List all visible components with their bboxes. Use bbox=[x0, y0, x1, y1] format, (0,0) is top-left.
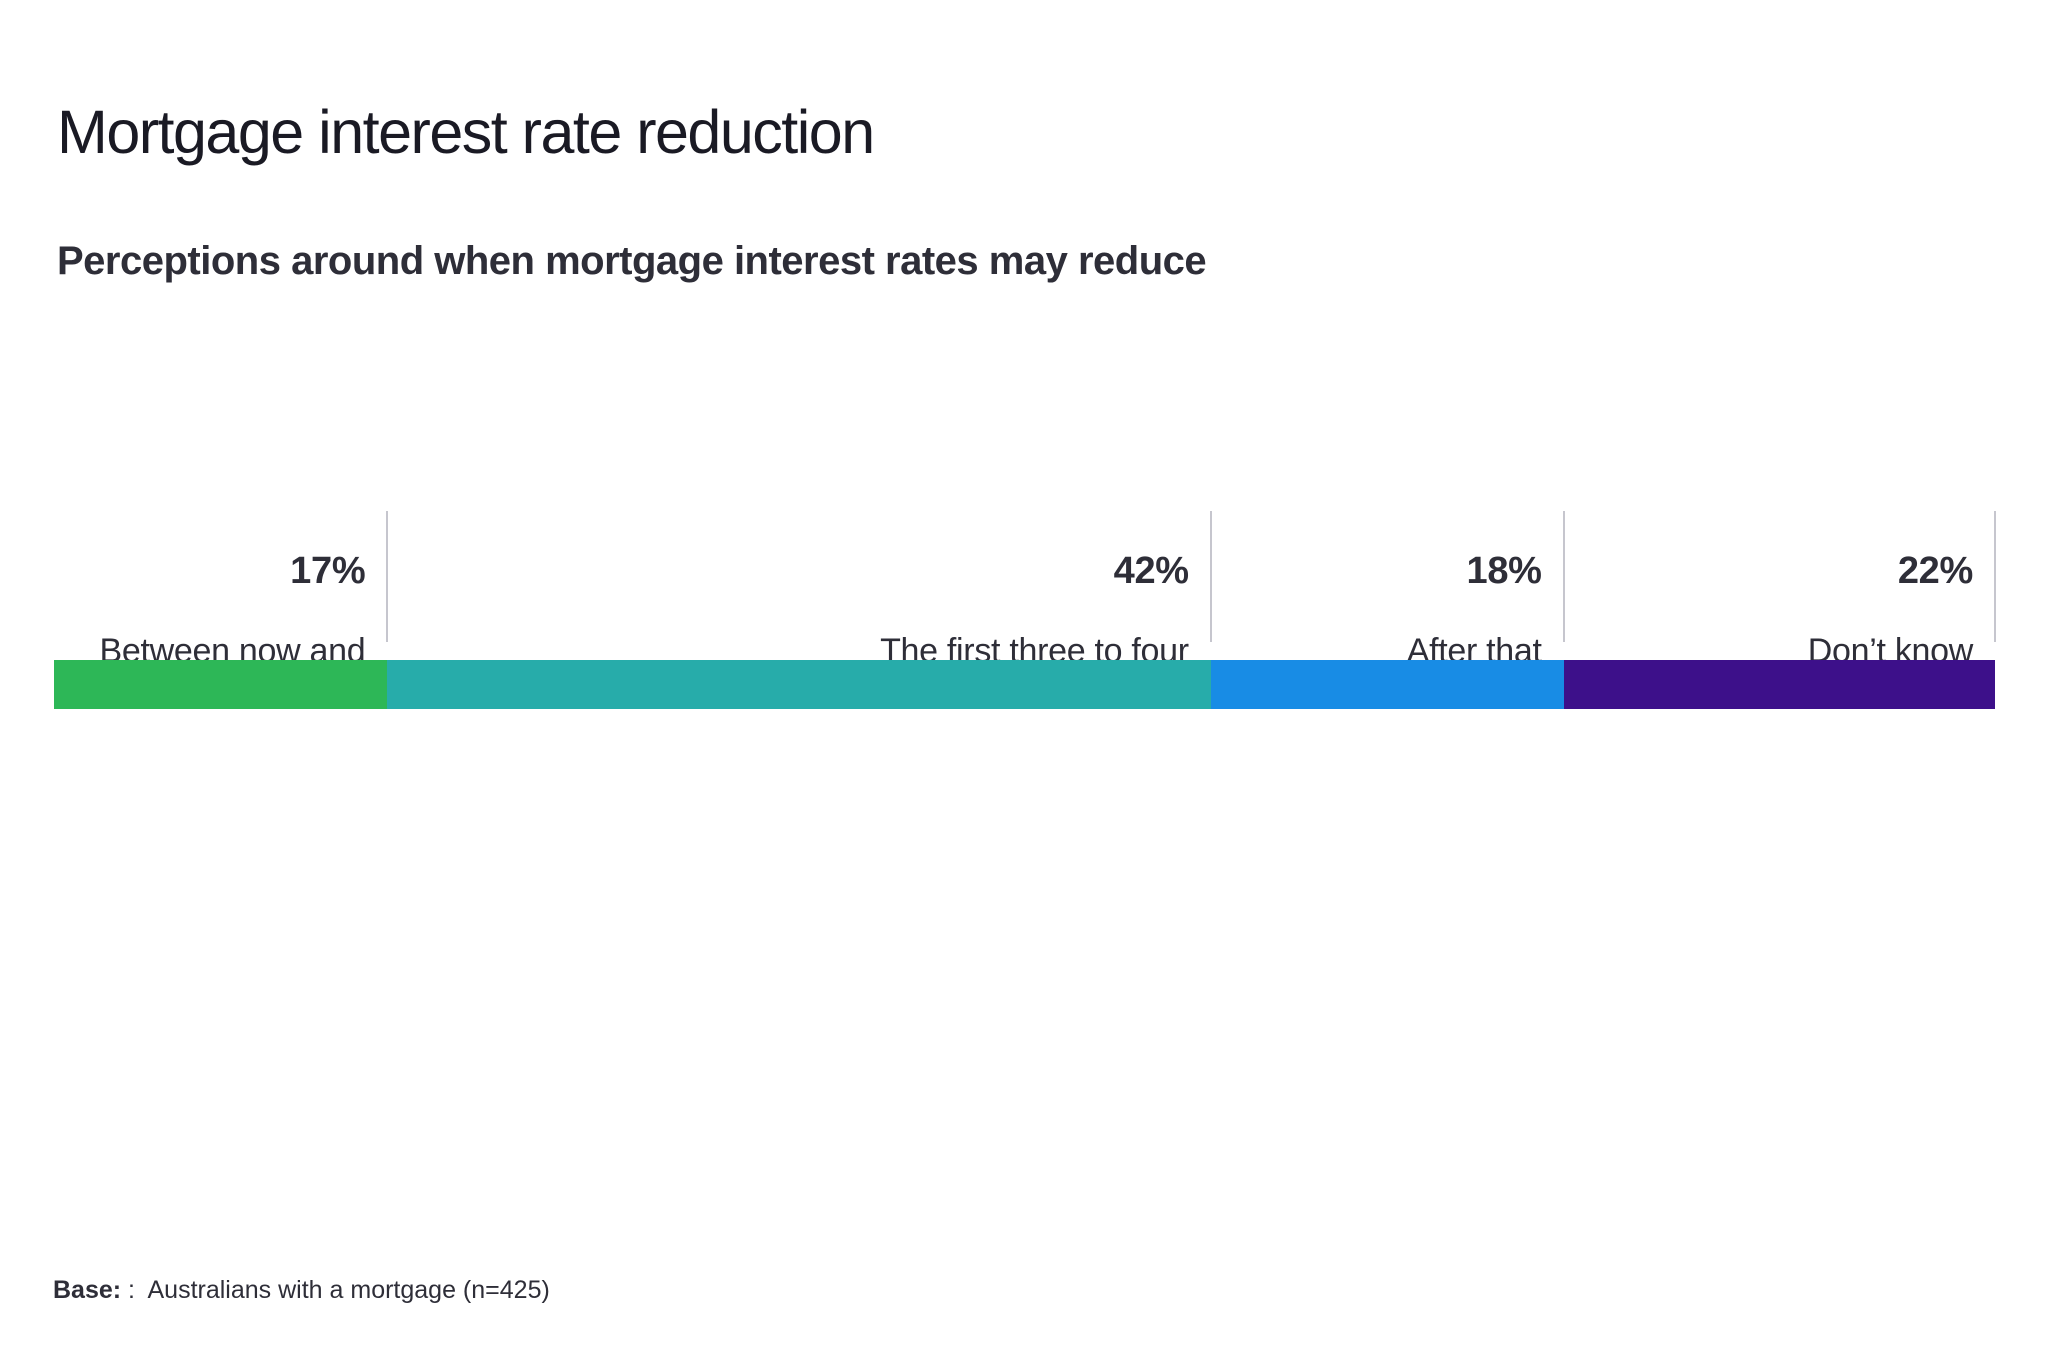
segment-boundary-line bbox=[1994, 511, 1996, 642]
base-text: : Australians with a mortgage (n=425) bbox=[121, 1276, 550, 1304]
stacked-bar-chart: 17% Between now and the end of next year… bbox=[54, 511, 1996, 711]
segment-boundary-line bbox=[386, 511, 389, 642]
stacked-bar bbox=[54, 660, 1995, 709]
segment-boundary-line bbox=[1562, 511, 1565, 642]
segment-percent: 42% bbox=[1113, 550, 1189, 592]
bar-segment-first-months bbox=[387, 660, 1211, 709]
footnote: Base: : Australians with a mortgage (n=4… bbox=[53, 1200, 1283, 1365]
bar-segment-dont-know bbox=[1563, 660, 1995, 709]
segment-labels-row: 17% Between now and the end of next year… bbox=[54, 511, 1996, 710]
chart-subtitle: Perceptions around when mortgage interes… bbox=[57, 239, 1207, 283]
segment-label-first-months: 42% The first three to four months of ne… bbox=[880, 511, 1189, 751]
segment-percent: 18% bbox=[1466, 550, 1542, 592]
segment-percent: 22% bbox=[1897, 550, 1973, 592]
base-label: Base: bbox=[53, 1276, 122, 1304]
bar-segment-between-now bbox=[54, 660, 388, 709]
bar-segment-after-that bbox=[1210, 660, 1564, 709]
segment-boundary-line bbox=[1209, 511, 1212, 642]
footnote-base-line: Base: : Australians with a mortgage (n=4… bbox=[53, 1272, 1283, 1308]
page-title: Mortgage interest rate reduction bbox=[57, 98, 875, 166]
segment-label-between-now: 17% Between now and the end of next year bbox=[71, 511, 366, 751]
segment-percent: 17% bbox=[290, 550, 366, 592]
